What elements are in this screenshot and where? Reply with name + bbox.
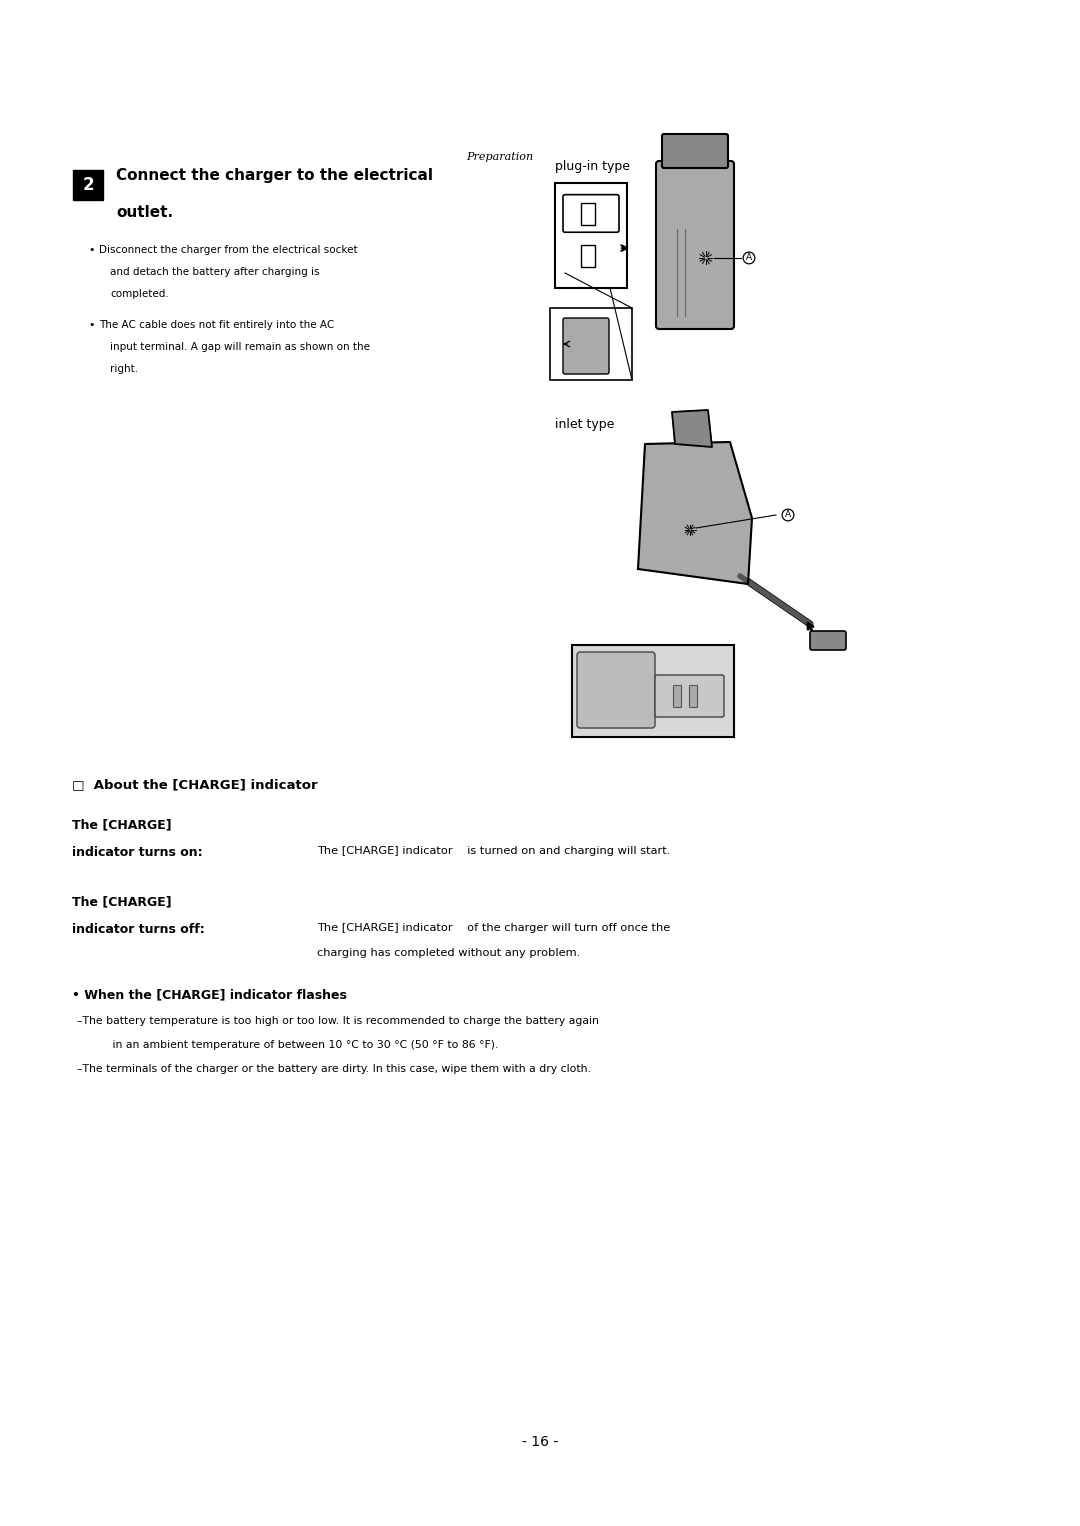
FancyBboxPatch shape <box>563 317 609 374</box>
FancyBboxPatch shape <box>563 195 619 232</box>
Bar <box>572 645 734 737</box>
Text: Connect the charger to the electrical: Connect the charger to the electrical <box>116 168 433 183</box>
Text: plug-in type: plug-in type <box>555 160 630 172</box>
Text: The AC cable does not fit entirely into the AC: The AC cable does not fit entirely into … <box>99 320 334 330</box>
Text: completed.: completed. <box>110 288 168 299</box>
Text: - 16 -: - 16 - <box>522 1434 558 1450</box>
Bar <box>673 685 681 707</box>
Bar <box>555 183 627 288</box>
FancyBboxPatch shape <box>810 630 846 650</box>
Text: Preparation: Preparation <box>467 153 534 162</box>
Bar <box>689 685 697 707</box>
Text: The [CHARGE] indicator    of the charger will turn off once the: The [CHARGE] indicator of the charger wi… <box>318 923 671 932</box>
Text: –The terminals of the charger or the battery are dirty. In this case, wipe them : –The terminals of the charger or the bat… <box>77 1064 591 1074</box>
Text: inlet type: inlet type <box>555 418 615 430</box>
Text: •: • <box>87 246 95 255</box>
Text: The [CHARGE]: The [CHARGE] <box>72 896 172 908</box>
FancyBboxPatch shape <box>577 652 654 728</box>
Text: •: • <box>87 320 95 330</box>
Text: –The battery temperature is too high or too low. It is recommended to charge the: –The battery temperature is too high or … <box>77 1016 599 1025</box>
Text: right.: right. <box>110 365 138 374</box>
FancyBboxPatch shape <box>73 169 103 200</box>
Text: A: A <box>785 511 791 519</box>
Text: Disconnect the charger from the electrical socket: Disconnect the charger from the electric… <box>99 246 357 255</box>
Bar <box>576 333 586 362</box>
FancyBboxPatch shape <box>656 162 734 330</box>
Text: indicator turns on:: indicator turns on: <box>72 845 203 859</box>
Text: 2: 2 <box>82 175 94 194</box>
Text: charging has completed without any problem.: charging has completed without any probl… <box>318 948 580 958</box>
Text: outlet.: outlet. <box>116 204 173 220</box>
Text: The [CHARGE]: The [CHARGE] <box>72 818 172 832</box>
Text: A: A <box>746 253 752 262</box>
Bar <box>581 203 595 224</box>
FancyBboxPatch shape <box>662 134 728 168</box>
Polygon shape <box>638 443 752 584</box>
Text: and detach the battery after charging is: and detach the battery after charging is <box>110 267 320 278</box>
Bar <box>550 308 632 380</box>
Text: The [CHARGE] indicator    is turned on and charging will start.: The [CHARGE] indicator is turned on and … <box>318 845 671 856</box>
Text: in an ambient temperature of between 10 °C to 30 °C (50 °F to 86 °F).: in an ambient temperature of between 10 … <box>102 1041 498 1050</box>
Bar <box>592 333 602 362</box>
Text: input terminal. A gap will remain as shown on the: input terminal. A gap will remain as sho… <box>110 342 370 353</box>
Text: • When the [CHARGE] indicator flashes: • When the [CHARGE] indicator flashes <box>72 987 347 1001</box>
Polygon shape <box>672 410 712 447</box>
Text: □  About the [CHARGE] indicator: □ About the [CHARGE] indicator <box>72 778 318 790</box>
FancyBboxPatch shape <box>654 674 724 717</box>
Bar <box>581 246 595 267</box>
Text: indicator turns off:: indicator turns off: <box>72 923 205 935</box>
